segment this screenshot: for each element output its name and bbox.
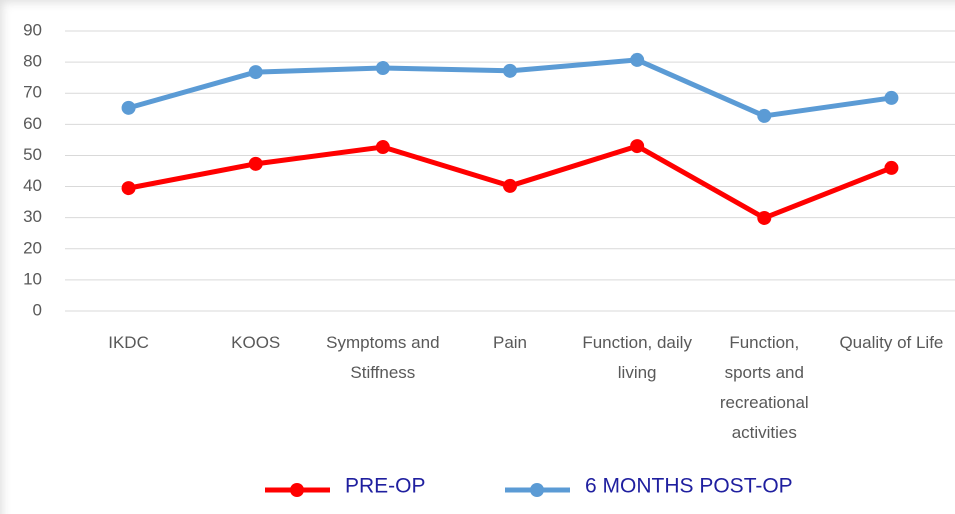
y-tick-label: 80: [23, 52, 42, 71]
legend-marker: [530, 483, 544, 497]
data-point: [884, 160, 899, 175]
y-tick-label: 10: [23, 269, 42, 288]
data-point: [121, 100, 136, 115]
y-tick-label: 20: [23, 238, 42, 257]
data-point: [503, 178, 517, 193]
y-tick-label: 50: [23, 145, 42, 164]
x-tick-label: Quality of Life: [839, 333, 944, 352]
y-tick-label: 0: [33, 300, 42, 319]
y-tick-label: 60: [23, 114, 42, 133]
x-tick-label: Symptoms and Stiffness: [326, 333, 440, 382]
y-tick-label: 70: [23, 83, 42, 102]
x-tick-label: Function, daily living: [582, 333, 692, 382]
x-tick-label: IKDC: [108, 333, 149, 352]
x-tick-label: Function, sports and recreational activi…: [719, 333, 809, 442]
data-point: [757, 210, 772, 225]
x-tick-label: KOOS: [231, 333, 281, 352]
y-tick-label: 30: [23, 207, 42, 226]
y-tick-label: 40: [23, 176, 42, 195]
y-tick-label: 90: [23, 20, 42, 39]
data-point: [630, 139, 645, 154]
data-point: [503, 63, 517, 78]
data-point: [375, 140, 390, 155]
x-tick-label: Pain: [492, 333, 528, 352]
data-point: [248, 156, 263, 171]
legend-marker: [290, 483, 304, 497]
data-point: [884, 90, 899, 105]
data-point: [630, 52, 645, 67]
data-point: [248, 65, 263, 80]
data-point: [375, 61, 390, 76]
data-point: [121, 181, 136, 196]
legend-label: 6 MONTHS POST-OP: [585, 475, 793, 498]
data-point: [757, 108, 772, 123]
legend-label: PRE-OP: [345, 475, 426, 498]
